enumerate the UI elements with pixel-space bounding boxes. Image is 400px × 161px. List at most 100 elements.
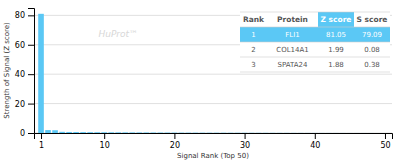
bar xyxy=(375,132,381,133)
table-rule xyxy=(240,12,390,13)
table-cell: 1.88 xyxy=(328,61,344,69)
tick-label: 40 xyxy=(15,70,25,79)
bar xyxy=(172,132,178,133)
table-cell: 0.08 xyxy=(364,46,380,54)
bar xyxy=(263,132,269,133)
table-header: S score xyxy=(357,15,388,24)
grid-line xyxy=(34,74,392,75)
grid xyxy=(34,15,392,133)
table-background xyxy=(240,12,390,72)
bar xyxy=(80,132,86,133)
bar xyxy=(144,132,150,133)
table-cell: 1.99 xyxy=(328,46,344,54)
table-cell: 2 xyxy=(251,46,255,54)
tick-label: 20 xyxy=(15,100,25,109)
chart: 1 10 20 30 40 50 0 20 40 60 80 Signal Rank (Top 50)… xyxy=(0,0,400,161)
bar xyxy=(200,132,206,133)
y-axis-title: Strength of Signal (Z score) xyxy=(3,22,11,119)
bar xyxy=(165,132,171,133)
tick-mark xyxy=(28,133,34,134)
tick-mark xyxy=(41,133,42,139)
table-header: Rank xyxy=(243,15,265,24)
bar xyxy=(158,132,164,133)
tick: 40 xyxy=(15,70,34,79)
tick-label: 0 xyxy=(20,129,25,138)
bar xyxy=(52,130,58,133)
tick: 20 xyxy=(170,133,180,150)
plot: 1 10 20 30 40 50 0 20 40 60 80 Signal Rank (Top 50)… xyxy=(3,9,393,161)
bar xyxy=(228,132,234,133)
bar xyxy=(347,132,353,133)
bar xyxy=(270,132,276,133)
table-cell: 79.09 xyxy=(362,31,382,39)
bar xyxy=(73,132,79,133)
tick-mark xyxy=(28,74,34,75)
table-rule xyxy=(240,72,390,73)
table-rule xyxy=(240,57,390,58)
table-cell: 1 xyxy=(251,31,255,39)
bar xyxy=(361,132,367,133)
bar xyxy=(319,132,325,133)
bar xyxy=(122,132,128,133)
tick-label: 40 xyxy=(310,141,320,150)
bar xyxy=(326,132,332,133)
bar xyxy=(368,132,374,133)
table-rule xyxy=(240,42,390,43)
axis-line xyxy=(28,9,35,134)
tick-mark xyxy=(104,133,105,139)
tick: 0 xyxy=(20,129,34,138)
tick-mark xyxy=(245,133,246,139)
table-cell: SPATA24 xyxy=(278,61,308,69)
tick: 10 xyxy=(100,133,110,150)
bar xyxy=(256,132,262,133)
tick-mark xyxy=(174,133,175,139)
grid-line xyxy=(34,103,392,104)
bar xyxy=(108,132,114,133)
x-axis-title: Signal Rank (Top 50) xyxy=(177,152,249,160)
tick: 40 xyxy=(310,133,320,150)
tick: 60 xyxy=(15,41,34,50)
table-header: Protein xyxy=(277,15,308,24)
tick: 30 xyxy=(240,133,250,150)
bar xyxy=(354,132,360,133)
tick: 80 xyxy=(15,11,34,20)
tick-label: 1 xyxy=(39,141,44,150)
table-cell: 81.05 xyxy=(326,31,346,39)
tick: 20 xyxy=(15,100,34,109)
tick-label: 50 xyxy=(380,141,390,150)
bar xyxy=(235,132,241,133)
table-header: Z score xyxy=(321,15,352,24)
tick-mark xyxy=(28,15,34,16)
bar xyxy=(242,132,248,133)
tick-label: 60 xyxy=(15,41,25,50)
bar xyxy=(101,132,107,133)
bar xyxy=(382,132,388,133)
tick: 50 xyxy=(380,133,390,150)
bar xyxy=(284,132,290,133)
bar xyxy=(45,130,51,133)
bar xyxy=(66,132,72,133)
bar xyxy=(94,132,100,133)
table: RankProteinZ scoreS score1FLI181.0579.09… xyxy=(240,12,390,72)
bar xyxy=(291,132,297,133)
bar xyxy=(207,132,213,133)
tick-mark xyxy=(385,133,386,139)
tick-label: 10 xyxy=(100,141,110,150)
bar xyxy=(193,132,199,133)
bar xyxy=(186,132,192,133)
table-highlight xyxy=(240,27,390,42)
tick-label: 20 xyxy=(170,141,180,150)
x-axis: 1 10 20 30 40 50 xyxy=(35,133,393,150)
bar xyxy=(129,132,135,133)
tick-mark xyxy=(28,104,34,105)
tick: 1 xyxy=(39,133,44,150)
bar xyxy=(277,132,283,133)
bar xyxy=(136,132,142,133)
axis-line xyxy=(35,134,393,140)
bar xyxy=(87,132,93,133)
watermark: HuProt™ xyxy=(98,29,138,39)
bar xyxy=(214,132,220,133)
bar xyxy=(312,132,318,133)
bar xyxy=(305,132,311,133)
bar xyxy=(179,132,185,133)
